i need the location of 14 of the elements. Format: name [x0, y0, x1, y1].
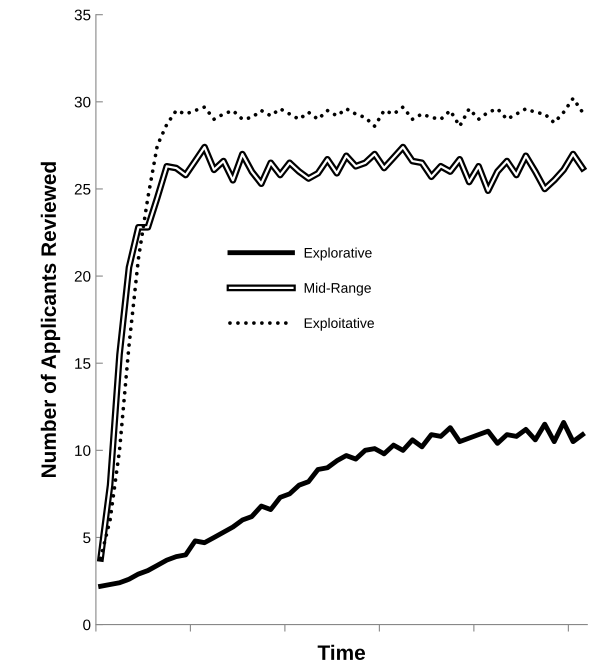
y-tick-label: 35 [74, 10, 90, 20]
y-tick-label: 5 [83, 532, 90, 544]
y-tick-label: 15 [75, 358, 90, 369]
x-axis-title: Time [318, 644, 366, 660]
y-tick-label: 20 [74, 270, 90, 282]
line-series [98, 420, 585, 589]
legend-label: Explorative [304, 248, 372, 260]
y-tick-label: 30 [74, 96, 90, 108]
y-tick-label: 25 [74, 184, 90, 195]
y-tick-label: 0 [83, 619, 90, 630]
y-axis-title: Number of Applicants Reviewed [40, 162, 60, 478]
y-tick-label: 10 [75, 445, 90, 456]
legend-label: Mid-Range [304, 282, 371, 296]
legend-label: Exploitative [304, 318, 374, 331]
